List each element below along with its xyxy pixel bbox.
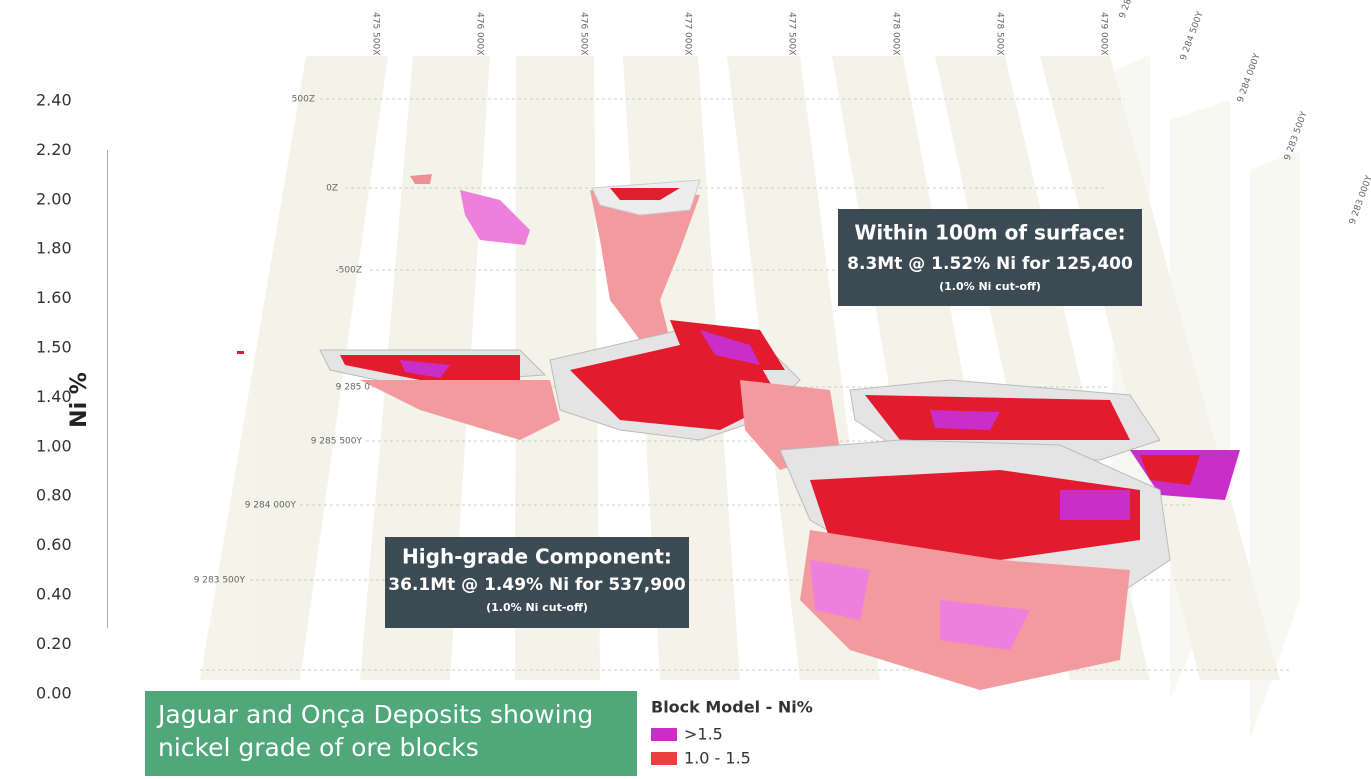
legend-label: 1.0 - 1.5 xyxy=(684,749,751,768)
side-label: 9 285 500Y xyxy=(311,437,363,447)
x-axis-label: 476 000X xyxy=(475,12,485,55)
scale-tick-label: 0.20 xyxy=(36,634,72,653)
callout-note: (1.0% Ni cut-off) xyxy=(939,280,1041,293)
y-axis-label: 9 283 000Y xyxy=(1348,174,1371,226)
legend-label: >1.5 xyxy=(684,725,723,744)
x-axis-label: 479 000X xyxy=(1099,12,1109,55)
scale-label: Ni % xyxy=(67,372,92,428)
side-label: 0Z xyxy=(326,184,338,194)
y-axis-label: 9 285 000Y xyxy=(1118,0,1145,20)
scale-tick-label: 0.60 xyxy=(36,535,72,554)
legend-swatch xyxy=(651,752,677,765)
legend-title: Block Model - Ni% xyxy=(651,698,813,717)
callout-box xyxy=(838,209,1142,306)
callout-title: Within 100m of surface: xyxy=(854,221,1125,245)
scale-tick-label: 0.40 xyxy=(36,585,72,604)
y-axis-label: 9 284 000Y xyxy=(1236,52,1263,104)
x-axis-label: 477 500X xyxy=(787,12,797,55)
legend: >1.5 1.0 - 1.5 xyxy=(651,725,751,768)
x-axis-label: 475 500X xyxy=(371,12,381,55)
side-label: 9 285 0 xyxy=(336,383,371,393)
scale-tick-label: 1.80 xyxy=(36,239,72,258)
scale-line xyxy=(107,150,108,628)
caption-line: Jaguar and Onça Deposits showing xyxy=(156,700,593,729)
scale-tick-label: 2.20 xyxy=(36,140,72,159)
scale-tick-label: 2.00 xyxy=(36,189,72,208)
scale-tick-label: 1.40 xyxy=(36,387,72,406)
color-scale: 2.40 2.20 2.00 1.80 1.60 1.50 1.40 1.00 0.80 0.60… xyxy=(36,91,72,703)
caption-line: nickel grade of ore blocks xyxy=(158,733,479,762)
y-axis-label: 9 284 500Y xyxy=(1179,10,1206,62)
scale-tick-label: 0.00 xyxy=(36,683,72,702)
scale-tick-label: 2.40 xyxy=(36,91,72,110)
side-label: -500Z xyxy=(335,266,362,276)
scale-tick-label: 1.60 xyxy=(36,288,72,307)
ore-blocks xyxy=(237,174,1240,690)
side-label: 500Z xyxy=(292,95,315,105)
side-label: 9 284 000Y xyxy=(245,501,297,511)
legend-swatch xyxy=(651,728,677,741)
callout-box xyxy=(385,537,689,628)
scale-tick-label: 0.80 xyxy=(36,486,72,505)
caption-box xyxy=(145,691,637,776)
x-axis-label: 478 500X xyxy=(995,12,1005,55)
x-axis-label: 477 000X xyxy=(683,12,693,55)
scale-tick-label: 1.00 xyxy=(36,436,72,455)
callout-detail: 8.3Mt @ 1.52% Ni for 125,400 xyxy=(847,254,1133,274)
x-axis-label: 478 000X xyxy=(891,12,901,55)
callout-note: (1.0% Ni cut-off) xyxy=(486,601,588,614)
callout-detail: 36.1Mt @ 1.49% Ni for 537,900 xyxy=(388,575,686,595)
scale-tick-label: 1.50 xyxy=(36,338,72,357)
callout-title: High-grade Component: xyxy=(402,545,672,569)
side-label: 9 283 500Y xyxy=(194,576,246,586)
x-axis-label: 476 500X xyxy=(579,12,589,55)
